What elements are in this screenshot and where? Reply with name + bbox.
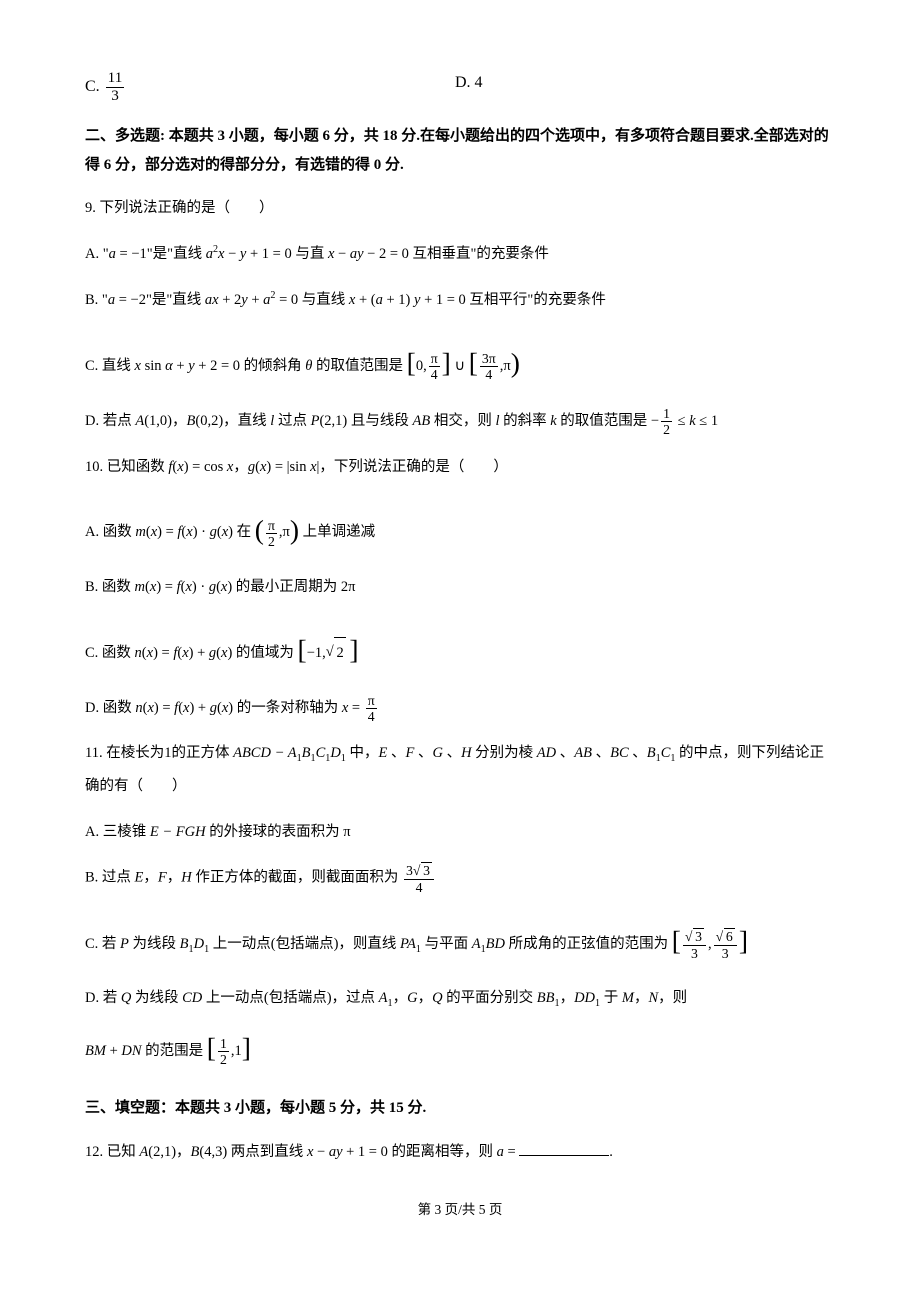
q10-stem: 10. 已知函数 f(x) = cos x，g(x) = |sin x|，下列说… [85, 452, 835, 484]
option-d: D. 4 [455, 70, 835, 104]
options-row-top: C. 11 3 D. 4 [85, 70, 835, 104]
q9-stem: 9. 下列说法正确的是（ ） [85, 193, 835, 225]
q11-stem: 11. 在棱长为1的正方体 ABCD − A1B1C1D1 中，E 、F 、G … [85, 738, 835, 802]
q11-option-b: B. 过点 E，F，H 作正方体的截面，则截面面积为 334 [85, 862, 835, 894]
q9-option-c: C. 直线 x sin α + y + 2 = 0 的倾斜角 θ 的取值范围是 … [85, 331, 835, 392]
q10-option-c: C. 函数 n(x) = f(x) + g(x) 的值域为 [−1,2 ] [85, 618, 835, 679]
q9-option-a: A. "a = −1"是"直线 a2x − y + 1 = 0 与直 x − a… [85, 239, 835, 271]
q9-option-b: B. "a = −2"是"直线 ax + 2y + a2 = 0 与直线 x +… [85, 285, 835, 317]
q10-option-d: D. 函数 n(x) = f(x) + g(x) 的一条对称轴为 x = π4 [85, 693, 835, 725]
option-c-fraction: 11 3 [106, 70, 125, 104]
q9-option-d: D. 若点 A(1,0)，B(0,2)，直线 l 过点 P(2,1) 且与线段 … [85, 406, 835, 438]
section-2-title: 二、多选题: 本题共 3 小题，每小题 6 分，共 18 分.在每小题给出的四个… [85, 122, 835, 179]
q11-option-d: D. 若 Q 为线段 CD 上一动点(包括端点)，过点 A1，G，Q 的平面分别… [85, 983, 835, 1076]
q12-blank [519, 1141, 609, 1156]
option-c-label: C. [85, 78, 100, 95]
q10-option-a: A. 函数 m(x) = f(x) · g(x) 在 (π2,π) 上单调递减 [85, 497, 835, 558]
q11-option-a: A. 三棱锥 E − FGH 的外接球的表面积为 π [85, 817, 835, 849]
q11-option-c: C. 若 P 为线段 B1D1 上一动点(包括端点)，则直线 PA1 与平面 A… [85, 909, 835, 970]
page-footer: 第 3 页/共 5 页 [85, 1199, 835, 1221]
option-d-text: D. 4 [455, 74, 483, 91]
q10-option-b: B. 函数 m(x) = f(x) · g(x) 的最小正周期为 2π [85, 572, 835, 604]
option-c: C. 11 3 [85, 70, 455, 104]
section-3-title: 三、填空题：本题共 3 小题，每小题 5 分，共 15 分. [85, 1094, 835, 1123]
q12: 12. 已知 A(2,1)，B(4,3) 两点到直线 x − ay + 1 = … [85, 1137, 835, 1169]
